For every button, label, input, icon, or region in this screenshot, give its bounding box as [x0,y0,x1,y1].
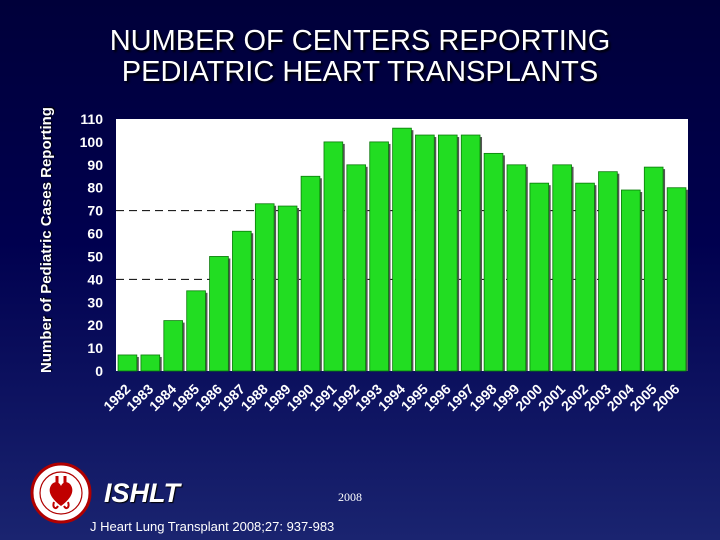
bar [529,182,550,372]
y-tick-label: 10 [87,340,103,356]
y-tick-label: 40 [87,271,103,287]
bar [437,134,458,372]
bar [254,203,275,372]
bars [117,127,688,372]
bar [552,164,572,372]
chart-title-line-1: NUMBER OF CENTERS REPORTING [109,25,611,57]
bar [140,354,161,372]
y-tick-labels: 0 10 20 30 40 50 60 70 80 90 100 110 [80,111,104,379]
y-tick-label: 20 [87,317,103,333]
x-tick-labels: 1982198319841985198619871988198919901991… [100,381,683,414]
bar [369,141,389,372]
bar [117,354,138,372]
citation: J Heart Lung Transplant 2008;27: 937-983 [90,519,335,534]
bar [323,141,344,372]
y-tick-label: 90 [87,157,103,173]
x-tick-label: 2006 [649,381,682,414]
y-tick-label: 80 [87,180,103,196]
y-tick-label: 50 [87,248,103,264]
bar [575,182,595,372]
report-year: 2008 [338,490,362,504]
bar [163,320,183,372]
y-tick-label: 70 [87,203,103,219]
bar [460,134,481,372]
bar [666,187,687,372]
y-tick-label: 30 [87,294,103,310]
bar [300,175,321,372]
bar [598,171,618,372]
bar [186,290,206,372]
organization-name: ISHLT [104,478,180,508]
y-tick-label: 60 [87,226,103,242]
bar [346,164,367,372]
bar [277,205,298,372]
bar [415,134,435,372]
bar [506,164,527,372]
chart-title-line-2: PEDIATRIC HEART TRANSPLANTS [121,56,599,88]
bar [209,256,229,372]
y-tick-label: 110 [80,111,103,127]
bar [621,189,641,372]
bar [643,166,664,372]
ishlt-logo-icon [30,462,92,524]
y-tick-label: 0 [95,363,103,379]
bar [392,127,412,372]
bar [483,152,504,372]
chart-title: NUMBER OF CENTERS REPORTING PEDIATRIC HE… [60,26,660,88]
bar [232,230,252,372]
y-tick-label: 100 [80,134,104,150]
